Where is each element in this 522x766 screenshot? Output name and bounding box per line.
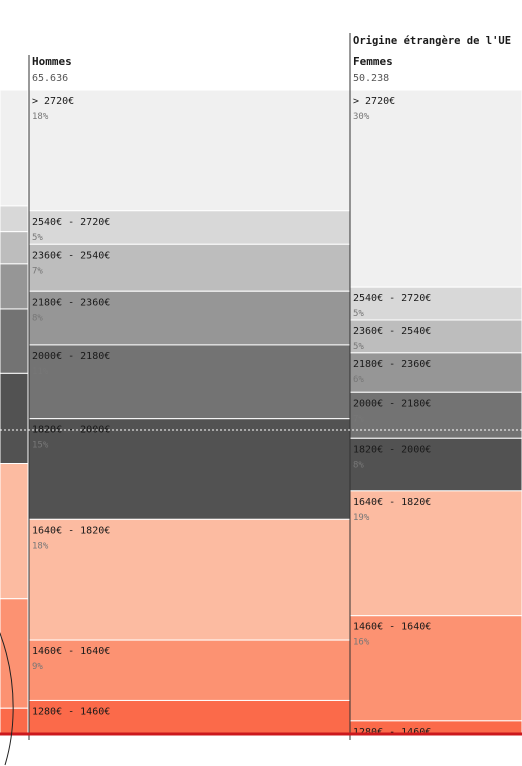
segment-femmes-2720 [349, 89, 522, 288]
segment-hommes-1820-2000 [28, 418, 351, 520]
segment-label-hommes-2720: > 2720€ [32, 96, 74, 107]
left-partial-segment-3 [0, 263, 29, 310]
segment-value-hommes-2180-2360: 8% [32, 313, 43, 323]
group-title: Origine étrangère de l'UE [353, 35, 511, 47]
segment-value-hommes-2360-2540: 7% [32, 266, 43, 276]
segment-hommes-2720 [28, 89, 351, 212]
segment-femmes-1460-1640 [349, 615, 522, 722]
segment-value-hommes-1640-1820: 18% [32, 541, 49, 551]
segment-femmes-2180-2360 [349, 352, 522, 393]
left-partial-segment-6 [0, 463, 29, 600]
segment-value-hommes-2720: 18% [32, 112, 49, 122]
left-partial-segment-5 [0, 372, 29, 465]
column-total-hommes: 65.636 [32, 73, 68, 84]
decorations [0, 33, 522, 766]
segment-hommes-1640-1820 [28, 518, 351, 641]
segment-label-hommes-2360-2540: 2360€ - 2540€ [32, 250, 110, 261]
segment-label-femmes-1640-1820: 1640€ - 1820€ [353, 497, 431, 508]
segment-value-femmes-2720: 30% [353, 112, 370, 122]
segment-value-femmes-1460-1640: 16% [353, 638, 370, 648]
segment-value-femmes-2360-2540: 5% [353, 342, 364, 352]
column-total-femmes: 50.238 [353, 73, 389, 84]
segment-value-femmes-1640-1820: 19% [353, 513, 370, 523]
segment-label-hommes-1820-2000: 1820€ - 2000€ [32, 425, 110, 436]
segment-label-femmes-1820-2000: 1820€ - 2000€ [353, 444, 431, 455]
left-partial-segment-2 [0, 231, 29, 265]
segment-femmes-1640-1820 [349, 490, 522, 617]
column-headers: Origine étrangère de l'UE Hommes 65.636 … [32, 35, 511, 84]
segment-label-femmes-1460-1640: 1460€ - 1640€ [353, 622, 431, 633]
column-title-hommes: Hommes [32, 55, 72, 68]
segment-label-femmes-2540-2720: 2540€ - 2720€ [353, 293, 431, 304]
segment-hommes-2000-2180 [28, 344, 351, 420]
left-partial-segment-0 [0, 89, 29, 207]
segment-hommes-2360-2540 [28, 243, 351, 292]
segment-label-femmes-2000-2180: 2000€ - 2180€ [353, 398, 431, 409]
column-title-femmes: Femmes [353, 55, 393, 68]
segment-value-hommes-1460-1640: 9% [32, 662, 43, 672]
left-partial-segment-1 [0, 205, 29, 233]
segment-label-hommes-1640-1820: 1640€ - 1820€ [32, 525, 110, 536]
segment-value-femmes-2540-2720: 5% [353, 309, 364, 319]
segment-femmes-2360-2540 [349, 319, 522, 354]
segment-hommes-1460-1640 [28, 639, 351, 701]
segment-label-femmes-1280-1460: 1280€ - 1460€ [353, 727, 431, 738]
segment-value-femmes-2000-2180: 7% [353, 414, 364, 424]
segment-value-hommes-2000-2180: 11% [32, 367, 49, 377]
segment-femmes-2000-2180 [349, 391, 522, 439]
segment-label-hommes-2540-2720: 2540€ - 2720€ [32, 217, 110, 228]
segment-label-hommes-1280-1460: 1280€ - 1460€ [32, 706, 110, 717]
segment-label-hommes-2180-2360: 2180€ - 2360€ [32, 297, 110, 308]
annotation-arc [0, 632, 14, 766]
left-partial-segment-7 [0, 598, 29, 709]
segment-label-hommes-2000-2180: 2000€ - 2180€ [32, 351, 110, 362]
left-partial-column [0, 89, 29, 735]
segment-value-femmes-2180-2360: 6% [353, 375, 364, 385]
segment-hommes-2180-2360 [28, 290, 351, 346]
segment-value-hommes-1820-2000: 15% [32, 441, 49, 451]
stacked-columns: > 2720€ 18% 2540€ - 2720€ 5% 2360€ - 2540€ 7%… [28, 89, 522, 738]
segment-label-femmes-2720: > 2720€ [353, 96, 395, 107]
segment-label-femmes-2360-2540: 2360€ - 2540€ [353, 326, 431, 337]
segment-label-femmes-2180-2360: 2180€ - 2360€ [353, 359, 431, 370]
left-partial-segment-8 [0, 707, 29, 735]
segment-hommes-2540-2720 [28, 210, 351, 245]
segment-value-hommes-2540-2720: 5% [32, 233, 43, 243]
segment-label-hommes-1460-1640: 1460€ - 1640€ [32, 646, 110, 657]
segment-value-femmes-1820-2000: 8% [353, 460, 364, 470]
left-partial-segment-4 [0, 308, 29, 374]
